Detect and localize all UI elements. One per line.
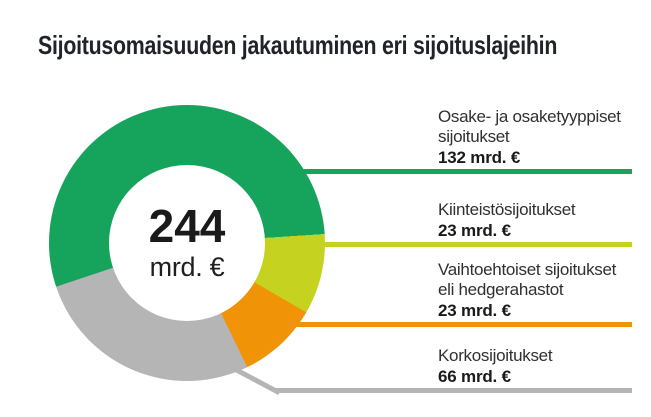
legend-value: 23 mrd. €	[438, 221, 511, 240]
total-value: 244	[148, 200, 226, 252]
connector-line-alternatives	[288, 322, 632, 327]
connector-line-fixed-income	[275, 388, 632, 393]
connector-line-real-estate	[310, 242, 632, 247]
legend-value: 132 mrd. €	[438, 148, 521, 167]
legend-item-alternatives: Vaihtoehtoiset sijoitukset eli hedgeraha…	[438, 260, 643, 321]
legend-label: Osake- ja osaketyyppiset sijoitukset	[438, 107, 621, 146]
legend-value: 66 mrd. €	[438, 367, 511, 386]
legend-item-equities: Osake- ja osaketyyppiset sijoitukset 132…	[438, 107, 643, 168]
chart-title: Sijoitusomaisuuden jakautuminen eri sijo…	[38, 30, 558, 60]
connector-line-equities	[295, 169, 632, 174]
legend-label: Kiinteistösijoitukset	[438, 200, 576, 219]
legend-value: 23 mrd. €	[438, 301, 511, 320]
donut-center: 244 mrd. €	[109, 165, 265, 321]
legend-item-fixed-income: Korkosijoitukset 66 mrd. €	[438, 346, 643, 387]
legend-item-real-estate: Kiinteistösijoitukset 23 mrd. €	[438, 200, 643, 241]
legend-label: Vaihtoehtoiset sijoitukset eli hedgeraha…	[438, 260, 617, 299]
total-unit: mrd. €	[149, 252, 225, 282]
legend-label: Korkosijoitukset	[438, 346, 553, 365]
